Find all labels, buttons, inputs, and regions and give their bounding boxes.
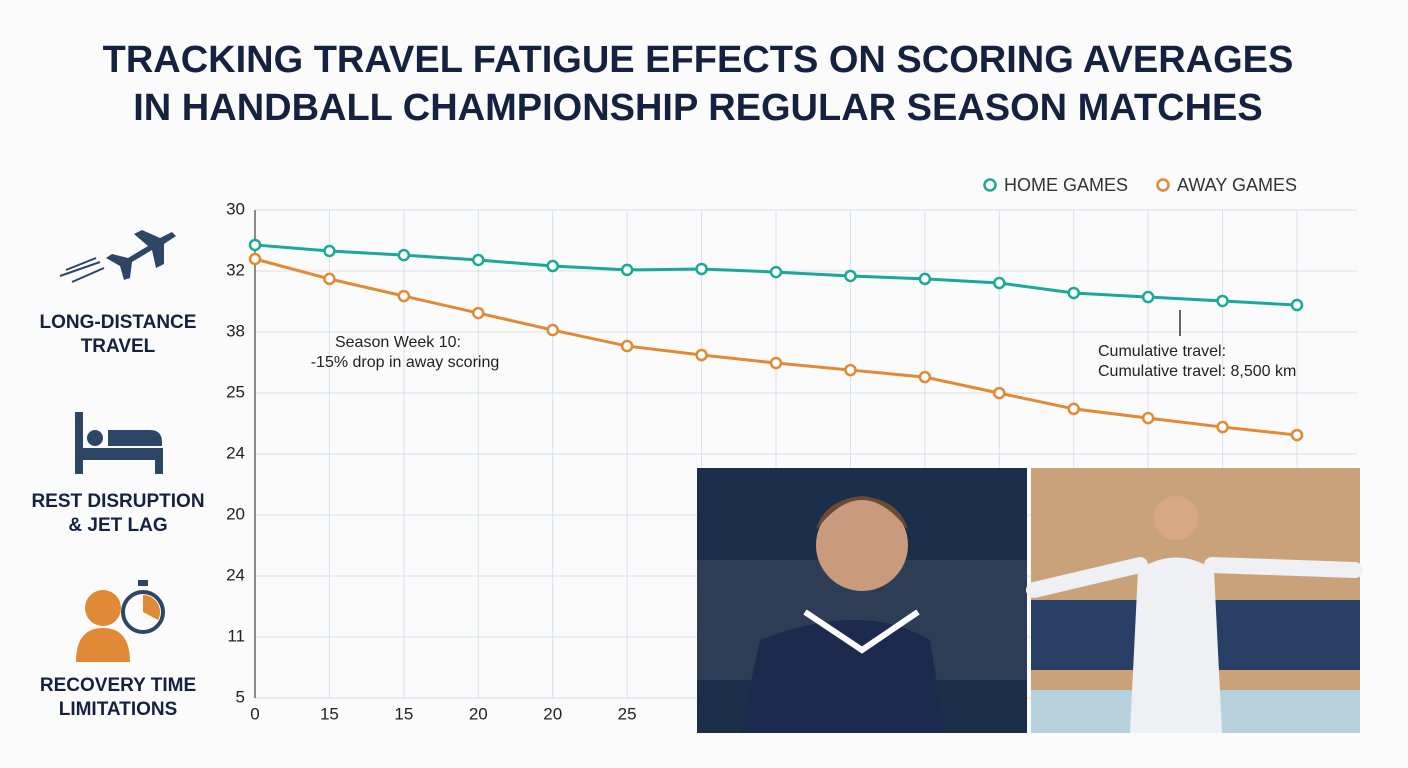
- annotation: Season Week 10:: [335, 334, 461, 351]
- annotation: Cumulative travel: 8,500 km: [1098, 363, 1296, 380]
- legend-marker: [1156, 178, 1170, 192]
- recovery-icon: [76, 580, 165, 662]
- point: [695, 348, 708, 362]
- photo-left: [697, 468, 1027, 733]
- annotation: -15% drop in away scoring: [311, 354, 500, 371]
- point: [695, 262, 708, 276]
- point: [844, 363, 857, 377]
- point: [1067, 286, 1080, 300]
- point: [397, 289, 411, 303]
- point: [993, 386, 1006, 400]
- y-tick-label: 11: [227, 626, 245, 645]
- y-tick-label: 5: [236, 687, 245, 706]
- point: [844, 269, 857, 283]
- y-tick-label: 38: [226, 321, 245, 340]
- x-tick-label: 20: [543, 704, 562, 723]
- point: [1141, 290, 1155, 304]
- point: [472, 306, 485, 320]
- point: [1216, 420, 1229, 434]
- point: [1216, 294, 1229, 308]
- point: [323, 272, 336, 286]
- y-tick-label: 25: [226, 382, 245, 401]
- point: [248, 238, 262, 252]
- point: [397, 248, 411, 262]
- point: [1290, 428, 1304, 442]
- point: [620, 263, 634, 277]
- point: [993, 276, 1006, 290]
- point: [546, 323, 559, 337]
- point: [769, 265, 783, 279]
- title-line-1: TRACKING TRAVEL FATIGUE EFFECTS ON SCORI…: [103, 39, 1294, 81]
- x-tick-label: 15: [394, 704, 413, 723]
- plane-icon: [59, 230, 176, 283]
- point: [769, 356, 783, 370]
- side-label: REST DISRUPTION: [31, 491, 204, 512]
- point: [620, 339, 634, 353]
- point: [248, 252, 262, 266]
- legend-label: HOME GAMES: [1004, 175, 1128, 195]
- side-label: & JET LAG: [68, 515, 167, 536]
- bed-icon: [75, 412, 163, 474]
- side-label: RECOVERY TIME: [40, 675, 196, 696]
- title-line-2: IN HANDBALL CHAMPIONSHIP REGULAR SEASON …: [133, 87, 1263, 129]
- legend-label: AWAY GAMES: [1177, 175, 1297, 195]
- point: [1067, 402, 1080, 416]
- legend-marker: [983, 178, 997, 192]
- y-tick-label: 20: [226, 504, 245, 523]
- point: [1141, 411, 1155, 425]
- x-tick-label: 25: [618, 704, 637, 723]
- point: [918, 370, 932, 384]
- point: [472, 253, 485, 267]
- y-tick-label: 32: [226, 260, 245, 279]
- point: [918, 272, 932, 286]
- side-label: TRAVEL: [81, 336, 156, 357]
- side-label: LONG-DISTANCE: [40, 312, 197, 333]
- y-tick-label: 30: [226, 199, 245, 218]
- x-tick-label: 20: [469, 704, 488, 723]
- side-label: LIMITATIONS: [59, 699, 178, 720]
- point: [546, 259, 559, 273]
- point: [323, 244, 336, 258]
- x-tick-label: 15: [320, 704, 339, 723]
- x-tick-label: 0: [250, 704, 259, 723]
- point: [1290, 298, 1304, 312]
- photo-right: [1026, 468, 1363, 733]
- y-tick-label: 24: [226, 443, 245, 462]
- annotation: Cumulative travel:: [1098, 343, 1226, 360]
- y-tick-label: 24: [226, 565, 245, 584]
